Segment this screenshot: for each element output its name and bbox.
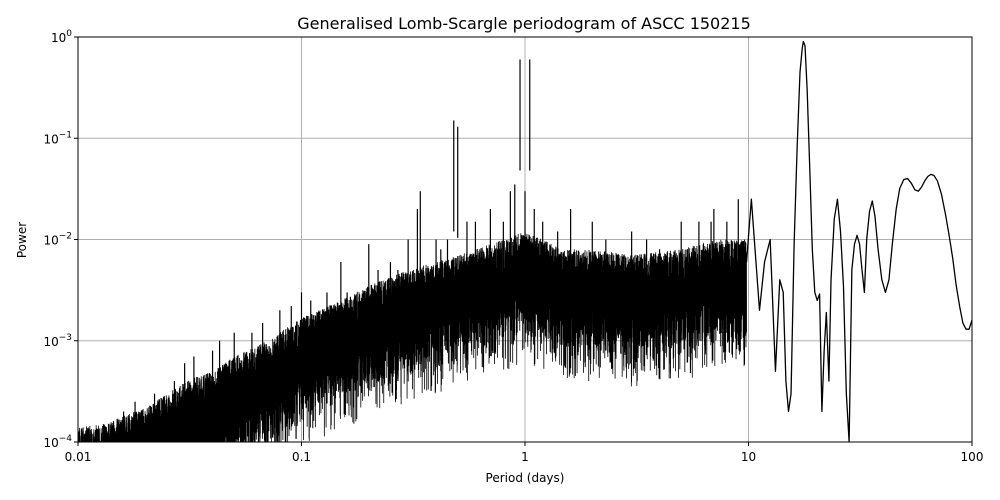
y-tick-label: 10−3: [43, 333, 72, 349]
x-tick-label: 10: [741, 450, 756, 464]
x-tick-label: 0.1: [292, 450, 311, 464]
x-tick-label: 100: [961, 450, 984, 464]
x-axis-label: Period (days): [486, 471, 565, 485]
chart-title: Generalised Lomb-Scargle periodogram of …: [297, 14, 751, 33]
y-tick-label: 100: [51, 29, 72, 45]
series-line: [78, 40, 972, 442]
periodogram-smooth-segment: [745, 40, 972, 442]
y-axis-ticks: 10−4 10−3 10−2 10−1 100: [43, 29, 78, 450]
x-tick-label: 1: [521, 450, 529, 464]
y-tick-label: 10−4: [43, 434, 72, 450]
x-tick-label: 0.01: [65, 450, 92, 464]
y-tick-label: 10−2: [43, 232, 72, 248]
y-axis-label: Power: [15, 222, 29, 258]
y-tick-label: 10−1: [43, 130, 72, 146]
x-axis-ticks: 0.01 0.1 1 10 100: [65, 442, 984, 464]
periodogram-dense-segment: [78, 232, 747, 442]
